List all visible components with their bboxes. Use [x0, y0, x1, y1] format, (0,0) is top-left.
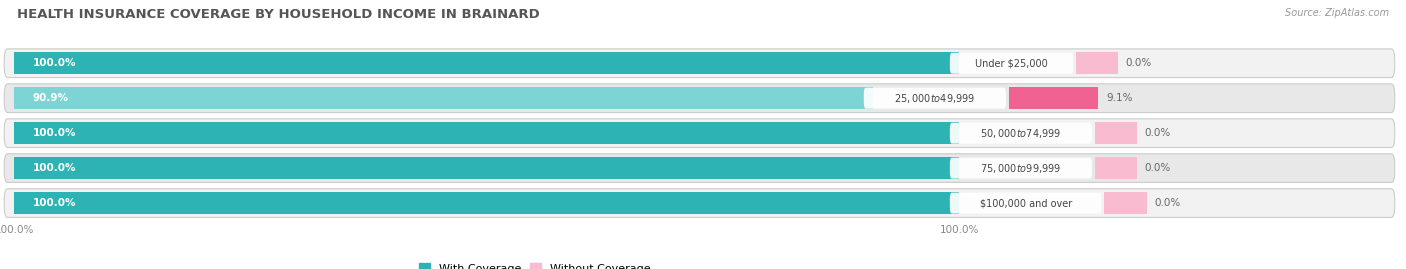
Text: 90.9%: 90.9%: [32, 93, 69, 103]
Text: 0.0%: 0.0%: [1154, 198, 1181, 208]
FancyBboxPatch shape: [950, 193, 1101, 214]
FancyBboxPatch shape: [4, 154, 1395, 182]
FancyBboxPatch shape: [950, 123, 1092, 144]
Text: HEALTH INSURANCE COVERAGE BY HOUSEHOLD INCOME IN BRAINARD: HEALTH INSURANCE COVERAGE BY HOUSEHOLD I…: [17, 8, 540, 21]
Bar: [1008, 87, 1098, 109]
Bar: [1104, 192, 1147, 214]
Text: 100.0%: 100.0%: [32, 58, 76, 68]
Text: 100.0%: 100.0%: [32, 198, 76, 208]
Text: Source: ZipAtlas.com: Source: ZipAtlas.com: [1285, 8, 1389, 18]
FancyBboxPatch shape: [4, 84, 1395, 112]
FancyBboxPatch shape: [950, 158, 1092, 179]
FancyBboxPatch shape: [4, 189, 1395, 217]
Bar: [14, 87, 873, 109]
FancyBboxPatch shape: [950, 53, 1073, 74]
Legend: With Coverage, Without Coverage: With Coverage, Without Coverage: [415, 259, 655, 269]
Text: Under $25,000: Under $25,000: [976, 58, 1047, 68]
Text: 0.0%: 0.0%: [1126, 58, 1152, 68]
Bar: [14, 157, 959, 179]
FancyBboxPatch shape: [863, 88, 1005, 109]
Text: $50,000 to $74,999: $50,000 to $74,999: [980, 127, 1062, 140]
Text: $25,000 to $49,999: $25,000 to $49,999: [894, 92, 976, 105]
FancyBboxPatch shape: [4, 119, 1395, 147]
Text: 0.0%: 0.0%: [1144, 128, 1171, 138]
Bar: [1076, 52, 1118, 74]
Text: $75,000 to $99,999: $75,000 to $99,999: [980, 162, 1062, 175]
FancyBboxPatch shape: [4, 49, 1395, 77]
Text: 0.0%: 0.0%: [1144, 163, 1171, 173]
Bar: [14, 122, 959, 144]
Text: 9.1%: 9.1%: [1107, 93, 1132, 103]
Text: $100,000 and over: $100,000 and over: [980, 198, 1071, 208]
Text: 100.0%: 100.0%: [32, 128, 76, 138]
Bar: [14, 52, 959, 74]
Bar: [14, 192, 959, 214]
Bar: [1095, 157, 1137, 179]
Bar: [1095, 122, 1137, 144]
Text: 100.0%: 100.0%: [32, 163, 76, 173]
